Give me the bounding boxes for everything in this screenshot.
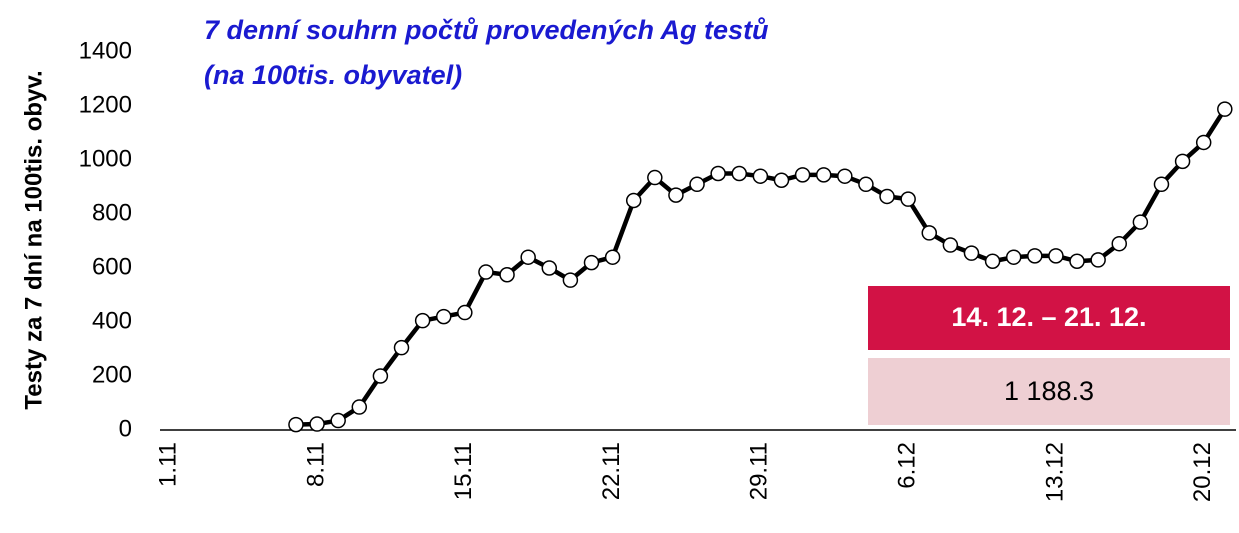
marker: [583, 254, 600, 271]
annotation-box: [868, 286, 1230, 350]
annotation-box: [868, 358, 1230, 425]
marker: [414, 312, 431, 329]
marker: [1217, 101, 1233, 117]
marker: [1111, 235, 1127, 252]
marker: [921, 225, 938, 241]
y-tick-label: 1000: [79, 145, 132, 172]
marker: [984, 253, 1001, 269]
marker: [330, 412, 346, 429]
x-tick-label: 15.11: [450, 442, 477, 500]
x-tick-label: 8.11: [302, 442, 329, 487]
marker: [689, 176, 705, 193]
marker: [478, 264, 494, 280]
marker: [309, 416, 325, 432]
marker: [1048, 248, 1064, 264]
y-tick-label: 400: [92, 307, 132, 334]
x-tick-label: 20.12: [1189, 442, 1216, 502]
chart-title: 7 denní souhrn počtů provedených Ag test…: [204, 15, 769, 45]
y-axis-label: Testy za 7 dní na 100tis. obyv.: [20, 70, 47, 409]
annotation-value: 1 188.3: [1004, 376, 1094, 406]
chart-title: (na 100tis. obyvatel): [204, 60, 462, 90]
marker: [1153, 176, 1170, 193]
x-tick-label: 29.11: [746, 442, 773, 500]
marker: [773, 172, 790, 188]
marker: [710, 165, 726, 182]
y-tick-label: 1200: [79, 91, 132, 118]
marker: [1069, 253, 1085, 269]
marker: [604, 249, 621, 265]
marker: [351, 399, 368, 415]
marker: [625, 192, 642, 209]
marker: [794, 167, 811, 183]
y-tick-label: 200: [92, 361, 132, 388]
marker: [499, 267, 515, 283]
marker: [731, 165, 748, 182]
marker: [1174, 153, 1191, 170]
marker: [393, 339, 410, 356]
marker: [879, 188, 895, 205]
y-tick-label: 800: [92, 199, 132, 226]
marker: [541, 260, 558, 276]
marker: [457, 304, 473, 321]
y-tick-label: 0: [119, 415, 132, 442]
marker: [900, 191, 916, 207]
y-tick-label: 1400: [79, 37, 132, 64]
marker: [963, 245, 980, 261]
x-tick-label: 6.12: [893, 442, 920, 489]
marker: [562, 272, 579, 288]
marker: [815, 167, 832, 183]
marker: [942, 237, 959, 253]
marker: [288, 416, 304, 433]
marker: [372, 368, 389, 384]
y-tick-label: 600: [92, 253, 132, 280]
marker: [1132, 214, 1149, 230]
x-tick-label: 22.11: [598, 442, 625, 500]
marker: [1090, 252, 1106, 268]
marker: [1005, 249, 1022, 265]
marker: [435, 308, 452, 325]
marker: [1027, 248, 1043, 264]
marker: [520, 249, 536, 265]
annotation-period: 14. 12. – 21. 12.: [951, 302, 1146, 332]
marker: [752, 168, 769, 184]
marker: [647, 169, 663, 186]
marker: [858, 176, 874, 193]
marker: [1195, 134, 1212, 151]
marker: [837, 168, 853, 184]
x-tick-label: 1.11: [155, 442, 182, 487]
marker: [668, 187, 684, 203]
x-tick-label: 13.12: [1041, 442, 1068, 502]
